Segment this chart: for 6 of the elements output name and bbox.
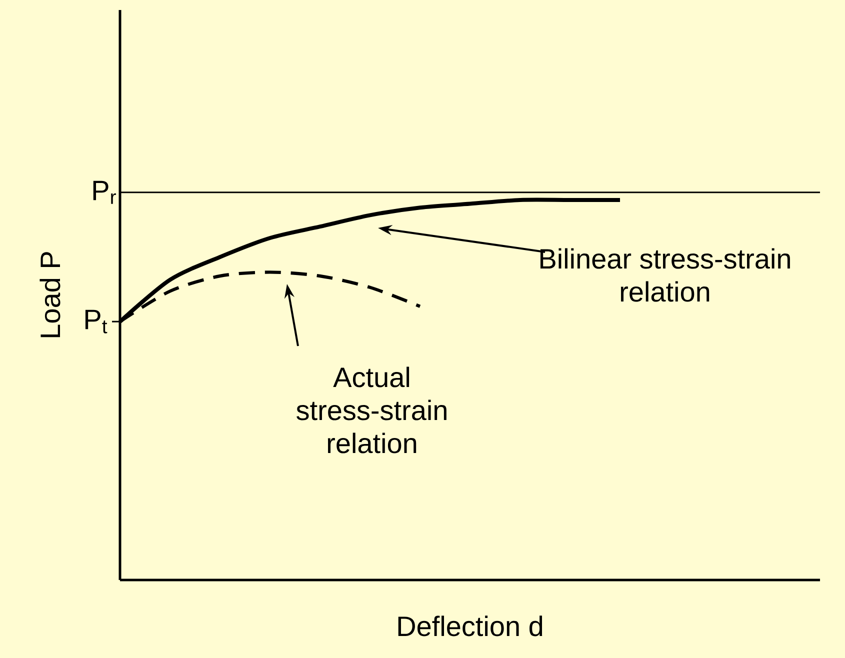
text: P$_{t}$ [85, 310, 108, 334]
y-axis-title: Load P [40, 252, 60, 338]
annotation: Bilinear stress-strain relation [540, 248, 790, 302]
ref-line-label: P$_{r}$ [93, 180, 116, 204]
annotation: Actual stress-strain relation [296, 366, 446, 454]
x-axis-title: Deflection d [398, 616, 542, 636]
